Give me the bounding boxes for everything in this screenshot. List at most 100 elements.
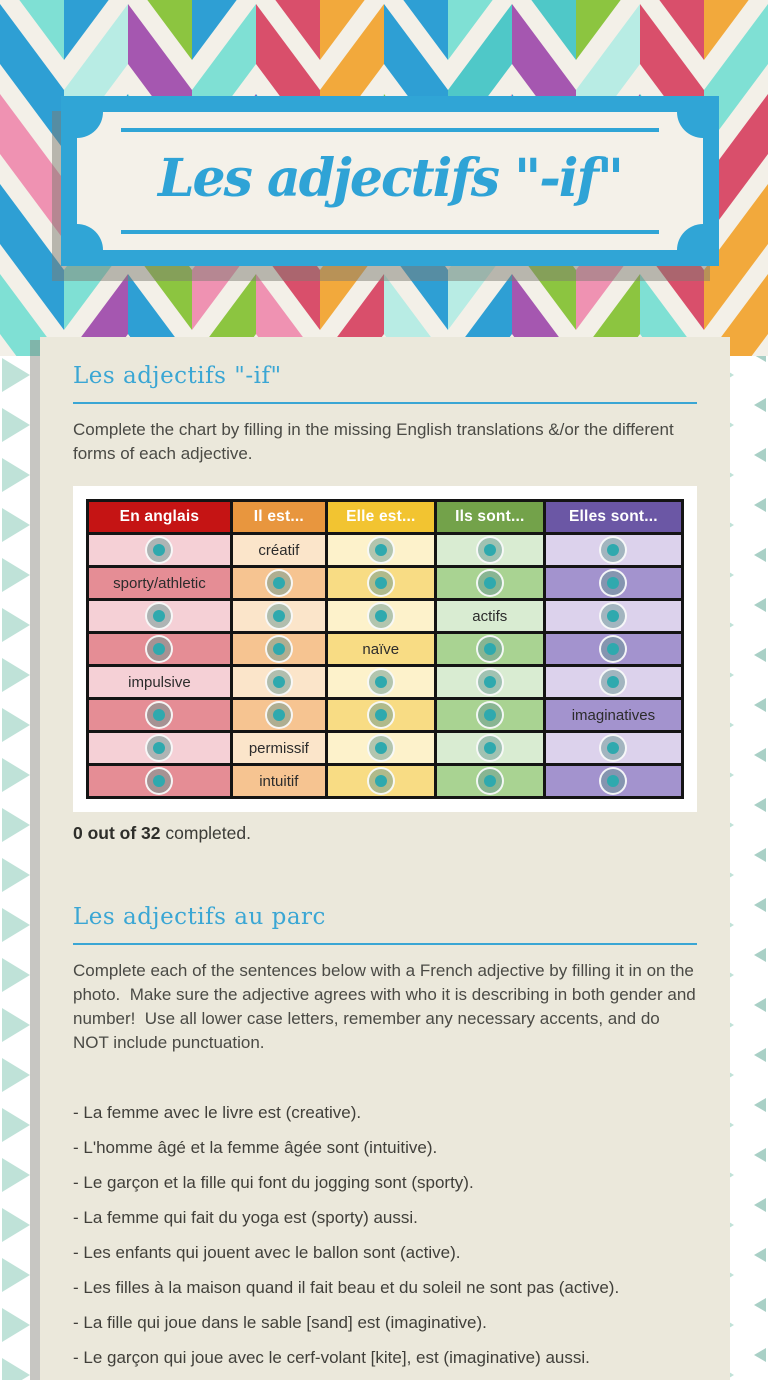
answer-slot-icon[interactable] — [366, 701, 395, 729]
answer-slot-icon[interactable] — [366, 767, 395, 795]
answer-drop-cell[interactable] — [229, 565, 328, 601]
answer-drop-cell[interactable] — [229, 631, 328, 667]
answer-slot-icon[interactable] — [366, 569, 395, 597]
answer-slot-icon[interactable] — [599, 734, 628, 762]
answer-slot-icon[interactable] — [475, 701, 504, 729]
answer-slot-dot — [374, 742, 387, 754]
answer-slot-icon[interactable] — [599, 536, 628, 564]
answer-drop-cell[interactable] — [433, 565, 546, 601]
answer-slot-icon[interactable] — [145, 701, 174, 729]
answer-drop-cell[interactable] — [433, 532, 546, 568]
table-row: actifs — [86, 598, 685, 634]
answer-text-cell: imaginatives — [542, 697, 685, 733]
answer-slot-icon[interactable] — [145, 536, 174, 564]
answer-drop-cell[interactable] — [433, 730, 546, 766]
answer-text-cell: naïve — [324, 631, 437, 667]
answer-slot-icon[interactable] — [475, 536, 504, 564]
answer-drop-cell[interactable] — [324, 532, 437, 568]
answer-slot-dot — [153, 742, 166, 754]
answer-slot-icon[interactable] — [599, 602, 628, 630]
answer-drop-cell[interactable] — [229, 598, 328, 634]
answer-slot-dot — [607, 676, 620, 688]
section1-heading: Les adjectifs "-if" — [73, 363, 282, 389]
answer-drop-cell[interactable] — [229, 664, 328, 700]
answer-slot-icon[interactable] — [366, 602, 395, 630]
answer-drop-cell[interactable] — [86, 532, 233, 568]
answer-slot-icon[interactable] — [599, 767, 628, 795]
answer-drop-cell[interactable] — [433, 664, 546, 700]
answer-slot-dot — [607, 643, 620, 655]
answer-drop-cell[interactable] — [542, 565, 685, 601]
table-row: intuitif — [86, 763, 685, 799]
answer-drop-cell[interactable] — [229, 697, 328, 733]
banner-rule-bottom — [121, 230, 659, 234]
sentence-item: - La fille qui joue dans le sable [sand]… — [73, 1313, 487, 1332]
answer-slot-icon[interactable] — [475, 734, 504, 762]
answer-text-cell: actifs — [433, 598, 546, 634]
answer-drop-cell[interactable] — [324, 664, 437, 700]
answer-drop-cell[interactable] — [324, 598, 437, 634]
answer-drop-cell[interactable] — [542, 763, 685, 799]
answer-slot-dot — [153, 544, 166, 556]
answer-slot-dot — [374, 544, 387, 556]
answer-slot-icon[interactable] — [264, 569, 293, 597]
answer-slot-dot — [153, 775, 166, 787]
answer-drop-cell[interactable] — [433, 631, 546, 667]
answer-slot-icon[interactable] — [475, 635, 504, 663]
answer-slot-icon[interactable] — [599, 635, 628, 663]
answer-drop-cell[interactable] — [324, 730, 437, 766]
section1-heading-rule — [73, 402, 697, 404]
title-banner-inner: Les adjectifs "-if" — [77, 112, 703, 250]
answer-slot-icon[interactable] — [145, 734, 174, 762]
section2-heading: Les adjectifs au parc — [73, 904, 326, 930]
answer-drop-cell[interactable] — [542, 664, 685, 700]
answer-drop-cell[interactable] — [542, 730, 685, 766]
answer-drop-cell[interactable] — [86, 763, 233, 799]
table-row: sporty/athletic — [86, 565, 685, 601]
answer-slot-dot — [607, 775, 620, 787]
answer-drop-cell[interactable] — [542, 598, 685, 634]
answer-drop-cell[interactable] — [86, 631, 233, 667]
answer-slot-dot — [483, 742, 496, 754]
answer-slot-icon[interactable] — [366, 536, 395, 564]
answer-drop-cell[interactable] — [324, 697, 437, 733]
sentence-item: - Les filles à la maison quand il fait b… — [73, 1278, 620, 1297]
answer-slot-dot — [483, 709, 496, 721]
answer-slot-icon[interactable] — [145, 635, 174, 663]
answer-drop-cell[interactable] — [86, 697, 233, 733]
answer-slot-dot — [153, 643, 166, 655]
section2-heading-rule — [73, 943, 697, 945]
answer-slot-dot — [272, 610, 285, 622]
answer-text-cell: intuitif — [229, 763, 328, 799]
answer-drop-cell[interactable] — [433, 697, 546, 733]
sentence-item: - Le garçon qui joue avec le cerf-volant… — [73, 1348, 590, 1367]
answer-slot-icon[interactable] — [366, 668, 395, 696]
answer-slot-icon[interactable] — [475, 569, 504, 597]
answer-slot-icon[interactable] — [475, 668, 504, 696]
answer-drop-cell[interactable] — [324, 565, 437, 601]
answer-drop-cell[interactable] — [542, 532, 685, 568]
answer-drop-cell[interactable] — [86, 730, 233, 766]
progress-count: 0 out of 32 — [73, 823, 161, 843]
answer-drop-cell[interactable] — [433, 763, 546, 799]
answer-slot-icon[interactable] — [599, 668, 628, 696]
answer-slot-icon[interactable] — [145, 602, 174, 630]
answer-slot-icon[interactable] — [366, 734, 395, 762]
answer-slot-icon[interactable] — [599, 569, 628, 597]
answer-drop-cell[interactable] — [542, 631, 685, 667]
answer-slot-icon[interactable] — [264, 701, 293, 729]
progress-label: completed. — [160, 823, 251, 843]
answer-slot-dot — [153, 610, 166, 622]
answer-slot-icon[interactable] — [145, 767, 174, 795]
banner-rule-top — [121, 128, 659, 132]
answer-slot-icon[interactable] — [264, 602, 293, 630]
answer-slot-icon[interactable] — [264, 635, 293, 663]
section2-instructions: Complete each of the sentences below wit… — [73, 961, 701, 1052]
sentence-item: - Le garçon et la fille qui font du jogg… — [73, 1173, 474, 1192]
answer-slot-icon[interactable] — [264, 668, 293, 696]
answer-drop-cell[interactable] — [86, 598, 233, 634]
answer-slot-icon[interactable] — [475, 767, 504, 795]
answer-drop-cell[interactable] — [324, 763, 437, 799]
answer-slot-dot — [153, 709, 166, 721]
answer-slot-dot — [483, 544, 496, 556]
